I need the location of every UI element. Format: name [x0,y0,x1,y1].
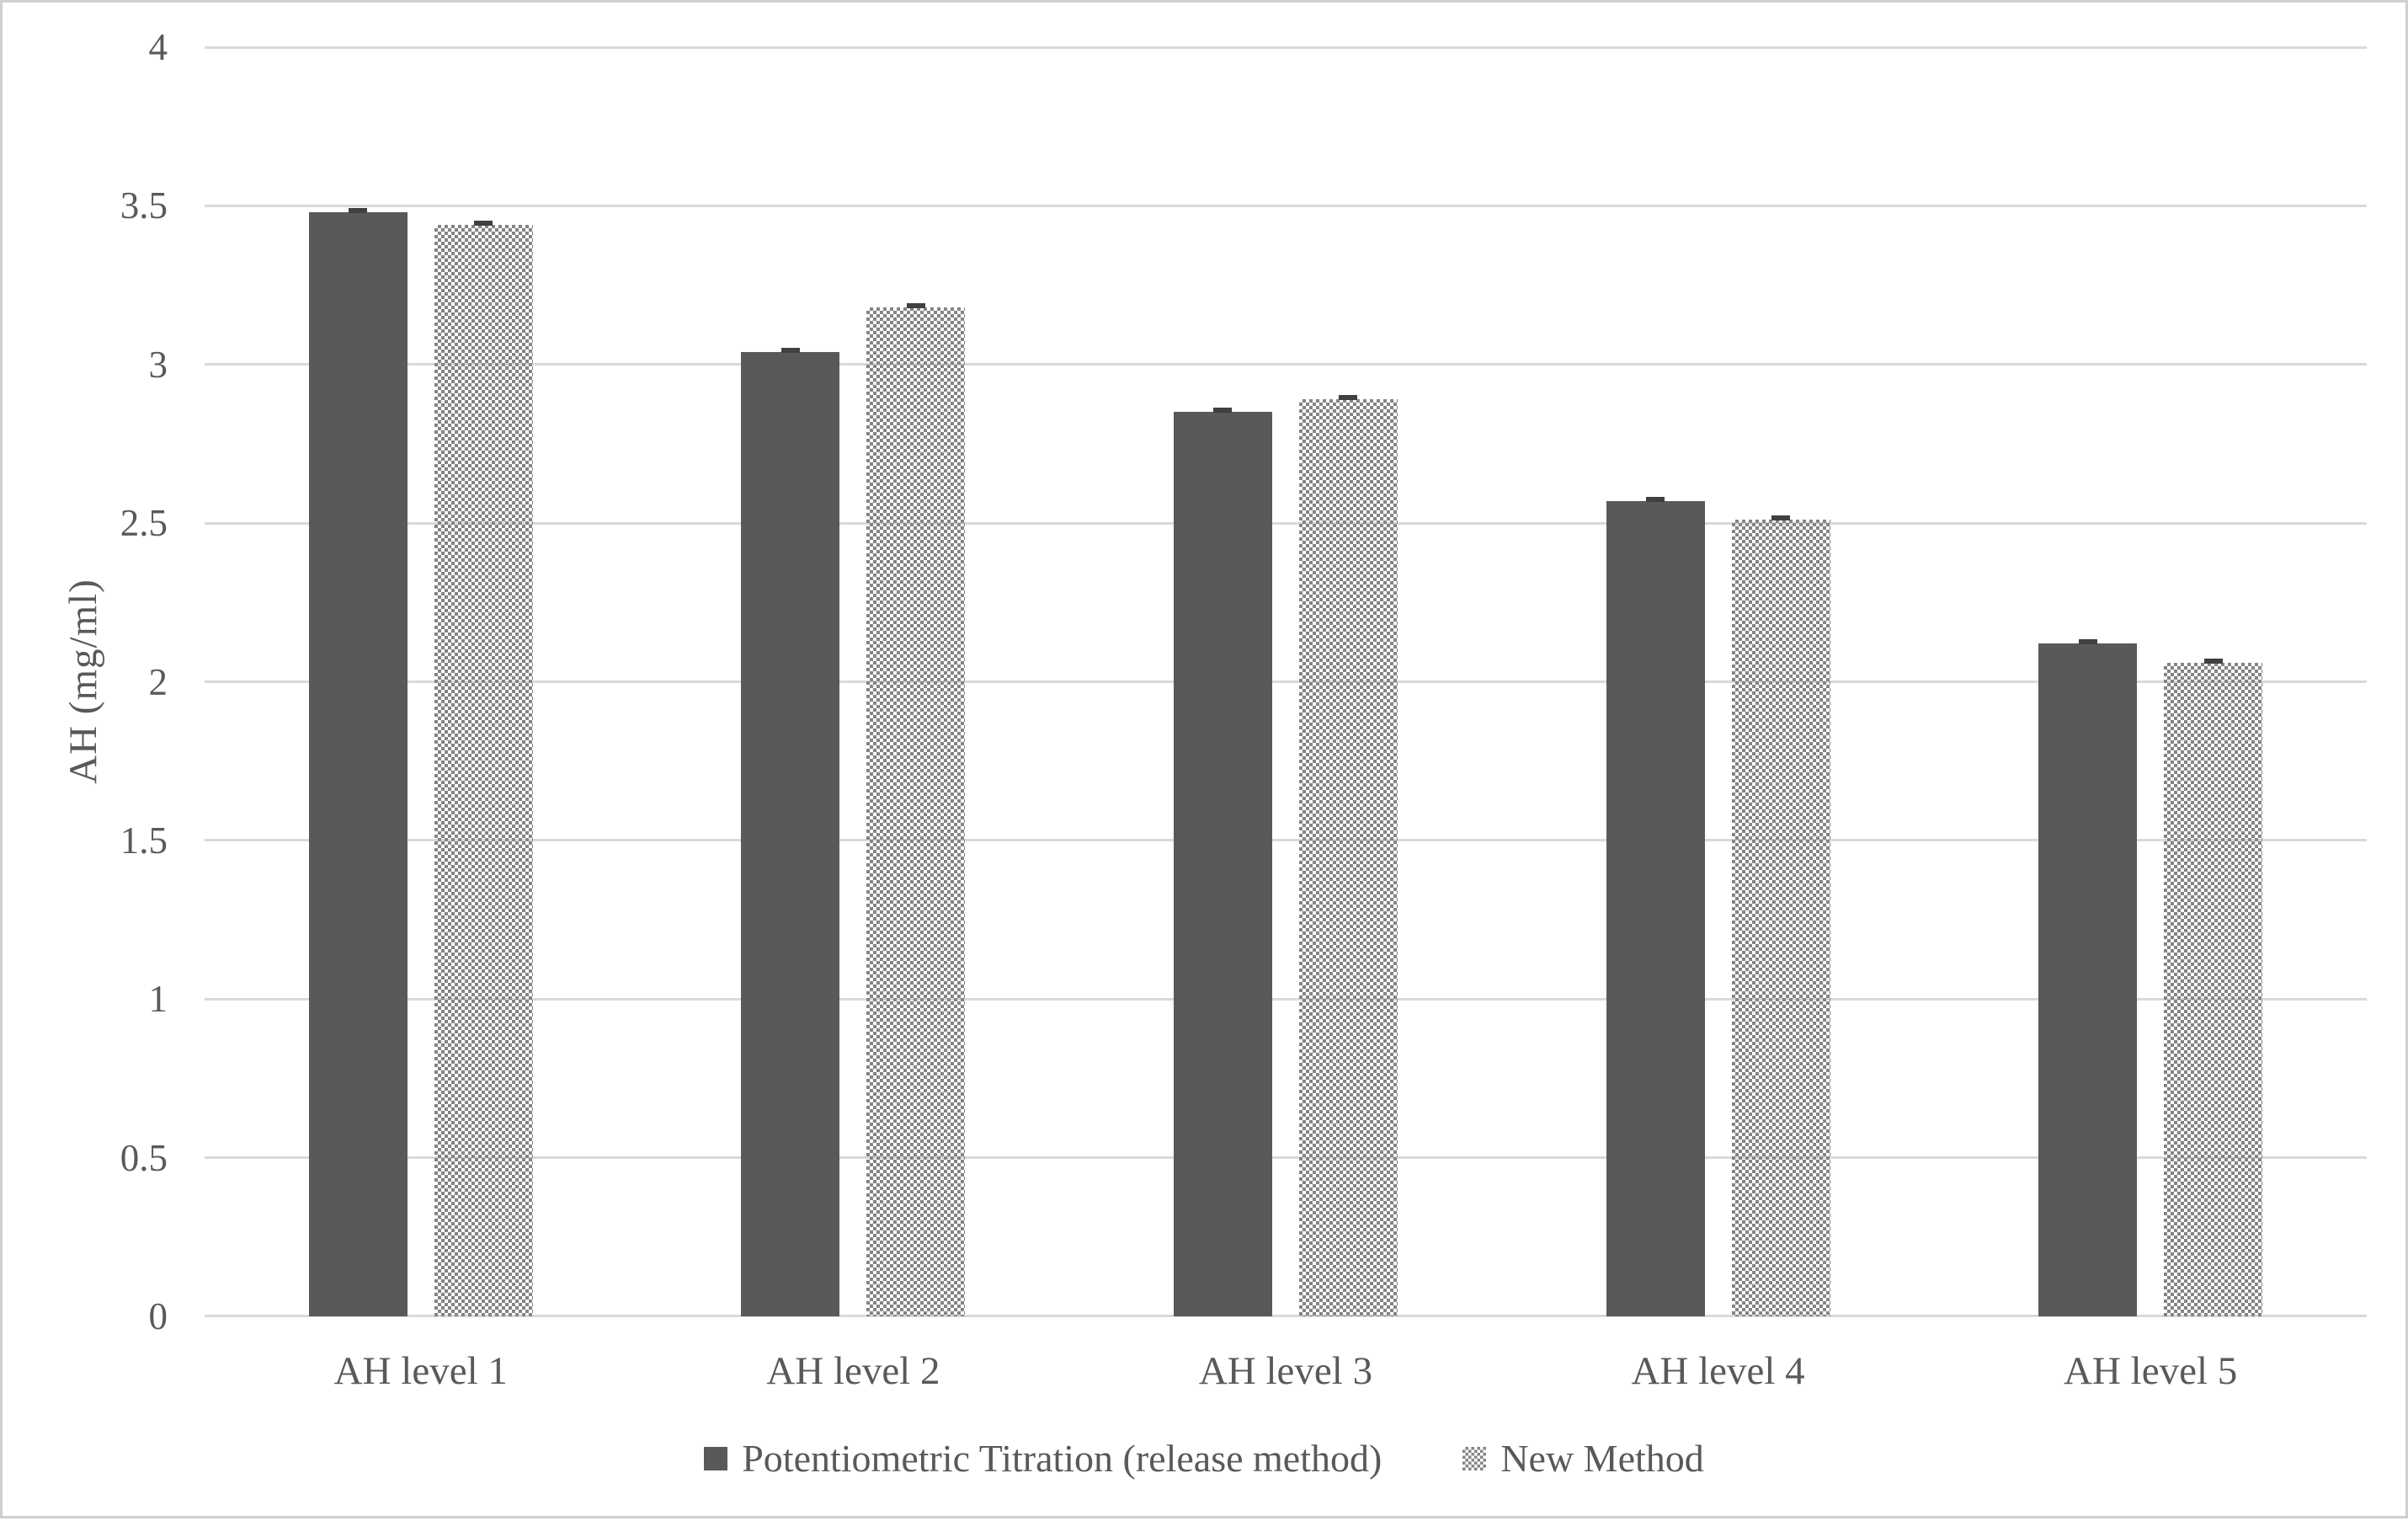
bar-group-1 [205,47,637,1316]
y-axis-tick-labels: 0 0.5 1 1.5 2 2.5 3 3.5 4 [3,3,168,1521]
y-tick-label-3.5: 3.5 [120,184,168,227]
x-axis-labels: AH level 1 AH level 2 AH level 3 AH level 4… [205,1348,2367,1394]
x-axis-line [205,1315,2367,1317]
bar-series-1-ah-level-1 [308,207,408,1316]
legend-item-series-1: Potentiometric Titration (release method… [704,1436,1382,1481]
error-bar-cap [349,207,368,213]
y-tick-label-4: 4 [148,26,168,68]
bar-series-2-ah-level-5 [2164,658,2263,1316]
legend-item-series-2: New Method [1462,1436,1704,1481]
bar-group-4 [1502,47,1935,1316]
y-tick-label-2: 2 [148,660,168,703]
bar-group-5 [1934,47,2367,1316]
bar-series-2-ah-level-4 [1731,515,1830,1316]
error-bar-cap [2078,639,2097,645]
error-bar-cap [2203,658,2223,664]
legend-label-series-1: Potentiometric Titration (release method… [742,1437,1382,1480]
plot-area [205,45,2367,1317]
bar-series-2-ah-level-1 [434,220,533,1316]
error-bar-cap [1771,515,1791,521]
error-bar-cap [1339,395,1358,401]
gridline-1.5 [205,839,2367,842]
y-tick-label-1: 1 [148,978,168,1021]
y-tick-label-0: 0 [148,1295,168,1337]
error-bar-cap [474,220,493,226]
y-tick-label-0.5: 0.5 [120,1136,168,1179]
y-tick-label-2.5: 2.5 [120,502,168,545]
x-axis-label-ah-level-4: AH level 4 [1631,1349,1805,1393]
error-bar-cap [780,347,800,353]
legend-swatch-solid-icon [704,1446,728,1470]
error-bar-cap [1213,408,1233,414]
bar-series-2-ah-level-3 [1298,395,1398,1316]
bar-series-1-ah-level-2 [741,347,840,1316]
bar-series-2-ah-level-2 [866,302,966,1316]
x-axis-label-ah-level-5: AH level 5 [2064,1349,2238,1393]
error-bar-cap [1646,496,1665,502]
gridline-1 [205,997,2367,1001]
gridline-4 [205,45,2367,49]
bar-groups [205,47,2367,1316]
y-tick-label-1.5: 1.5 [120,819,168,862]
gridline-2 [205,680,2367,683]
gridline-3 [205,363,2367,366]
x-axis-label-ah-level-2: AH level 2 [766,1349,940,1393]
bar-group-2 [637,47,1070,1316]
error-bar-cap [906,302,925,308]
legend-swatch-pattern-icon [1462,1446,1487,1470]
bar-group-3 [1069,47,1502,1316]
gridline-0.5 [205,1156,2367,1160]
bar-series-1-ah-level-4 [1606,496,1705,1316]
x-axis-label-ah-level-3: AH level 3 [1198,1349,1373,1393]
gridline-3.5 [205,204,2367,207]
gridline-2.5 [205,521,2367,525]
bar-series-1-ah-level-3 [1173,408,1272,1316]
legend-label-series-2: New Method [1500,1437,1704,1480]
x-axis-label-ah-level-1: AH level 1 [333,1349,508,1393]
bar-series-1-ah-level-5 [2038,639,2138,1316]
y-tick-label-3: 3 [148,343,168,386]
legend: Potentiometric Titration (release method… [3,1436,2405,1481]
